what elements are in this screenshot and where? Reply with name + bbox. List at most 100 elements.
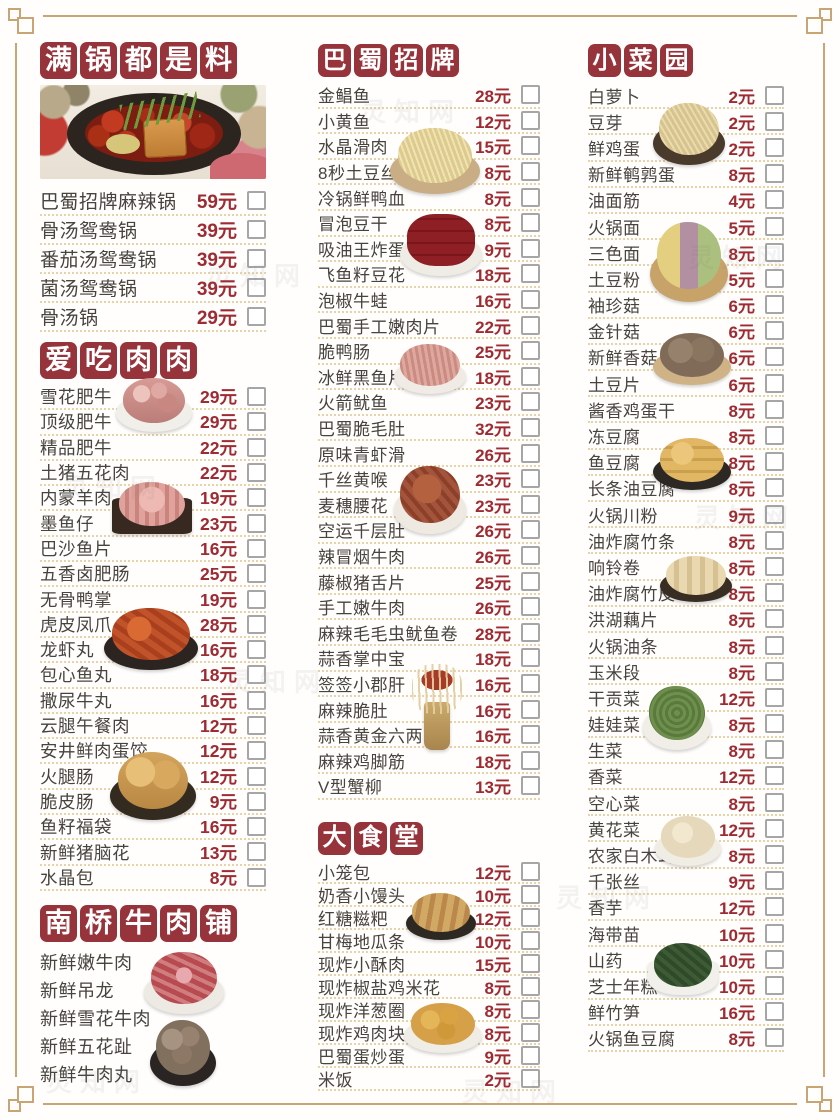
item-checkbox[interactable]	[765, 714, 784, 734]
item-checkbox[interactable]	[765, 766, 784, 786]
item-checkbox[interactable]	[521, 571, 540, 591]
item-checkbox[interactable]	[765, 164, 784, 184]
item-checkbox[interactable]	[247, 488, 266, 508]
item-checkbox[interactable]	[765, 609, 784, 629]
item-checkbox[interactable]	[521, 597, 540, 617]
item-checkbox[interactable]	[765, 897, 784, 917]
item-checkbox[interactable]	[247, 191, 266, 210]
item-checkbox[interactable]	[765, 792, 784, 812]
item-checkbox[interactable]	[521, 264, 540, 284]
item-checkbox[interactable]	[765, 478, 784, 498]
item-checkbox[interactable]	[765, 452, 784, 472]
item-checkbox[interactable]	[765, 687, 784, 707]
item-checkbox[interactable]	[521, 469, 540, 489]
item-checkbox[interactable]	[247, 817, 266, 837]
item-checkbox[interactable]	[521, 545, 540, 565]
item-checkbox[interactable]	[521, 1022, 540, 1042]
item-checkbox[interactable]	[247, 220, 266, 239]
item-checkbox[interactable]	[521, 976, 540, 996]
item-checkbox[interactable]	[521, 930, 540, 950]
item-checkbox[interactable]	[765, 268, 784, 288]
item-checkbox[interactable]	[765, 949, 784, 969]
item-checkbox[interactable]	[521, 136, 540, 156]
item-checkbox[interactable]	[765, 137, 784, 157]
item-checkbox[interactable]	[521, 725, 540, 745]
item-checkbox[interactable]	[521, 494, 540, 514]
item-checkbox[interactable]	[521, 315, 540, 335]
item-checkbox[interactable]	[521, 622, 540, 642]
item-checkbox[interactable]	[765, 1002, 784, 1022]
item-checkbox[interactable]	[521, 999, 540, 1019]
item-checkbox[interactable]	[521, 85, 540, 105]
item-checkbox[interactable]	[765, 190, 784, 210]
item-checkbox[interactable]	[521, 907, 540, 927]
item-checkbox[interactable]	[765, 871, 784, 891]
item-checkbox[interactable]	[765, 321, 784, 341]
item-checkbox[interactable]	[247, 437, 266, 457]
item-checkbox[interactable]	[247, 716, 266, 735]
item-checkbox[interactable]	[521, 238, 540, 258]
item-checkbox[interactable]	[247, 665, 266, 685]
item-checkbox[interactable]	[521, 1068, 540, 1088]
item-checkbox[interactable]	[765, 85, 784, 105]
item-checkbox[interactable]	[521, 110, 540, 130]
item-checkbox[interactable]	[765, 635, 784, 655]
item-checkbox[interactable]	[247, 842, 266, 862]
item-checkbox[interactable]	[765, 216, 784, 236]
item-checkbox[interactable]	[247, 589, 266, 609]
item-checkbox[interactable]	[521, 1045, 540, 1065]
item-checkbox[interactable]	[521, 162, 540, 182]
item-checkbox[interactable]	[247, 249, 266, 268]
item-checkbox[interactable]	[247, 766, 266, 786]
item-checkbox[interactable]	[521, 443, 540, 463]
item-checkbox[interactable]	[247, 564, 266, 584]
item-checkbox[interactable]	[247, 538, 266, 558]
item-checkbox[interactable]	[247, 867, 266, 887]
item-checkbox[interactable]	[521, 520, 540, 540]
item-checkbox[interactable]	[765, 530, 784, 550]
item-checkbox[interactable]	[247, 741, 266, 761]
item-checkbox[interactable]	[247, 387, 266, 407]
item-checkbox[interactable]	[247, 278, 266, 297]
item-checkbox[interactable]	[765, 426, 784, 446]
item-checkbox[interactable]	[521, 884, 540, 904]
item-checkbox[interactable]	[765, 295, 784, 315]
item-checkbox[interactable]	[521, 953, 540, 973]
item-checkbox[interactable]	[521, 366, 540, 386]
item-checkbox[interactable]	[521, 776, 540, 796]
item-checkbox[interactable]	[765, 923, 784, 943]
item-checkbox[interactable]	[765, 845, 784, 865]
item-checkbox[interactable]	[521, 187, 540, 207]
item-checkbox[interactable]	[521, 648, 540, 668]
item-checkbox[interactable]	[765, 373, 784, 393]
item-checkbox[interactable]	[521, 418, 540, 438]
item-checkbox[interactable]	[765, 347, 784, 367]
item-checkbox[interactable]	[765, 740, 784, 760]
item-checkbox[interactable]	[765, 111, 784, 131]
item-checkbox[interactable]	[247, 412, 266, 432]
item-checkbox[interactable]	[247, 640, 266, 660]
item-checkbox[interactable]	[247, 791, 266, 811]
item-checkbox[interactable]	[521, 341, 540, 361]
item-checkbox[interactable]	[247, 307, 266, 326]
item-checkbox[interactable]	[765, 661, 784, 681]
item-checkbox[interactable]	[521, 213, 540, 233]
item-checkbox[interactable]	[521, 699, 540, 719]
item-checkbox[interactable]	[247, 463, 266, 483]
item-checkbox[interactable]	[765, 818, 784, 838]
item-checkbox[interactable]	[247, 614, 266, 634]
item-checkbox[interactable]	[765, 1028, 784, 1048]
item-checkbox[interactable]	[765, 504, 784, 524]
item-checkbox[interactable]	[521, 392, 540, 412]
item-checkbox[interactable]	[765, 399, 784, 419]
item-checkbox[interactable]	[521, 861, 540, 881]
item-checkbox[interactable]	[521, 290, 540, 310]
item-checkbox[interactable]	[765, 975, 784, 995]
item-checkbox[interactable]	[247, 513, 266, 533]
item-checkbox[interactable]	[765, 556, 784, 576]
item-checkbox[interactable]	[765, 583, 784, 603]
item-checkbox[interactable]	[765, 242, 784, 262]
item-checkbox[interactable]	[247, 690, 266, 710]
item-checkbox[interactable]	[521, 750, 540, 770]
item-checkbox[interactable]	[521, 673, 540, 693]
